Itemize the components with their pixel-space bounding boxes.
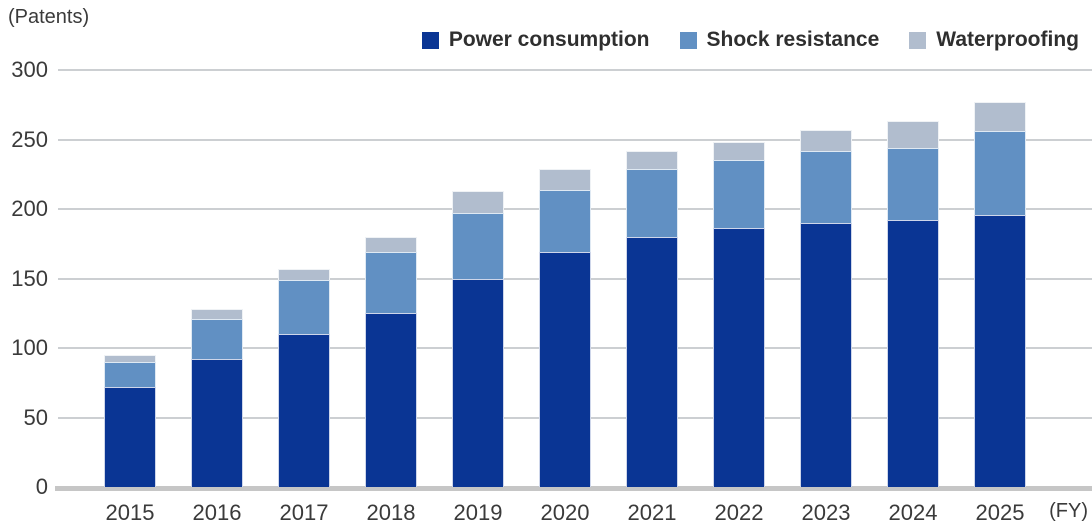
bar-2018-shock-resistance xyxy=(365,252,417,314)
bar-2023 xyxy=(800,130,852,487)
bar-2021 xyxy=(626,151,678,487)
bar-2015-shock-resistance xyxy=(104,361,156,387)
bar-2020-shock-resistance xyxy=(539,189,591,253)
bar-2022-waterproofing xyxy=(713,142,765,161)
bar-2017-waterproofing xyxy=(278,269,330,281)
bar-2023-waterproofing xyxy=(800,130,852,151)
gridline-0 xyxy=(55,486,1092,491)
bar-2020 xyxy=(539,169,591,487)
x-axis-fy-label: (FY) xyxy=(1049,500,1088,522)
bar-2017 xyxy=(278,269,330,487)
legend-label-power-consumption: Power consumption xyxy=(448,28,650,51)
bar-2018-power-consumption xyxy=(365,313,417,487)
bar-2024-shock-resistance xyxy=(887,147,939,221)
bar-2021-shock-resistance xyxy=(626,169,678,238)
x-tick-label-2022: 2022 xyxy=(714,500,764,525)
bar-2015-power-consumption xyxy=(104,386,156,487)
bar-2017-shock-resistance xyxy=(278,280,330,335)
x-tick-label-2023: 2023 xyxy=(801,500,851,525)
bar-2017-power-consumption xyxy=(278,334,330,487)
bar-2022 xyxy=(713,142,765,487)
bar-2023-shock-resistance xyxy=(800,150,852,224)
bar-2025 xyxy=(974,102,1026,487)
x-tick-label-2017: 2017 xyxy=(279,500,329,525)
legend-swatch-power-consumption xyxy=(421,31,439,49)
bar-2021-power-consumption xyxy=(626,237,678,487)
bar-2022-shock-resistance xyxy=(713,160,765,229)
bar-2016-power-consumption xyxy=(191,359,243,487)
y-tick-label-300: 300 xyxy=(11,57,48,82)
bar-2015-waterproofing xyxy=(104,355,156,362)
y-tick-label-250: 250 xyxy=(11,126,48,152)
legend-label-waterproofing: Waterproofing xyxy=(936,28,1079,51)
bar-2016-waterproofing xyxy=(191,309,243,319)
legend-label-shock-resistance: Shock resistance xyxy=(706,28,880,51)
bar-2019 xyxy=(452,191,504,487)
x-tick-label-2016: 2016 xyxy=(192,500,242,525)
bar-2025-shock-resistance xyxy=(974,131,1026,215)
y-tick-label-200: 200 xyxy=(11,196,48,221)
bar-2016 xyxy=(191,309,243,487)
bar-2025-waterproofing xyxy=(974,102,1026,132)
gridline-250 xyxy=(58,138,1092,141)
legend-item-shock-resistance: Shock resistance xyxy=(679,28,880,52)
x-tick-label-2018: 2018 xyxy=(366,500,416,525)
bar-2019-power-consumption xyxy=(452,278,504,487)
legend-swatch-shock-resistance xyxy=(679,31,697,49)
y-axis-units-label: (Patents) xyxy=(8,6,90,28)
bar-2023-power-consumption xyxy=(800,223,852,487)
y-tick-label-150: 150 xyxy=(11,265,48,291)
bar-2024 xyxy=(887,121,939,487)
bar-2021-waterproofing xyxy=(626,151,678,170)
legend-swatch-waterproofing xyxy=(909,31,927,49)
x-tick-label-2025: 2025 xyxy=(975,500,1025,525)
x-tick-label-2021: 2021 xyxy=(627,500,677,525)
bar-2019-waterproofing xyxy=(452,191,504,214)
bar-2018-waterproofing xyxy=(365,237,417,253)
bar-2022-power-consumption xyxy=(713,228,765,487)
bar-2018 xyxy=(365,237,417,487)
bar-2020-waterproofing xyxy=(539,169,591,190)
y-tick-label-100: 100 xyxy=(11,335,48,360)
bar-2024-power-consumption xyxy=(887,220,939,487)
x-tick-label-2019: 2019 xyxy=(453,500,503,525)
bar-2015 xyxy=(104,355,156,487)
x-tick-label-2024: 2024 xyxy=(888,500,938,525)
y-tick-label-0: 0 xyxy=(35,474,48,499)
bar-2025-power-consumption xyxy=(974,214,1026,487)
chart-legend: Power consumption Shock resistance Water… xyxy=(421,28,1079,52)
bar-2019-shock-resistance xyxy=(452,213,504,279)
bar-2016-shock-resistance xyxy=(191,318,243,360)
bar-2020-power-consumption xyxy=(539,252,591,487)
legend-item-power-consumption: Power consumption xyxy=(421,28,650,52)
gridline-300 xyxy=(58,69,1092,71)
x-tick-label-2020: 2020 xyxy=(540,500,590,525)
bar-2024-waterproofing xyxy=(887,121,939,148)
x-tick-label-2015: 2015 xyxy=(105,500,155,525)
y-tick-label-50: 50 xyxy=(23,404,48,430)
legend-item-waterproofing: Waterproofing xyxy=(909,28,1079,52)
